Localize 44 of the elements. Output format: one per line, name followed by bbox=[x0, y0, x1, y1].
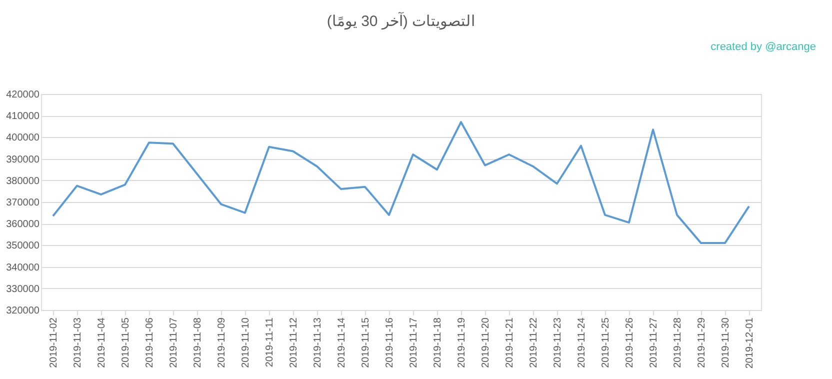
x-tick-label: 2019-11-24 bbox=[576, 317, 588, 368]
x-tick-label: 2019-11-18 bbox=[432, 317, 444, 368]
x-tick-label: 2019-11-23 bbox=[552, 317, 564, 368]
x-tick-label: 2019-11-27 bbox=[648, 317, 660, 368]
chart-title: التصويتات (آخر 30 يومًا) bbox=[326, 12, 476, 30]
x-tick-label: 2019-11-04 bbox=[96, 317, 108, 368]
x-tick-label: 2019-11-29 bbox=[696, 317, 708, 368]
x-tick-label: 2019-11-15 bbox=[360, 317, 372, 368]
x-tick-label: 2019-11-14 bbox=[336, 317, 348, 368]
x-tick-label: 2019-11-21 bbox=[504, 317, 516, 368]
y-tick-label: 340000 bbox=[6, 262, 40, 274]
y-tick-label: 330000 bbox=[6, 284, 40, 295]
y-tick-label: 420000 bbox=[6, 90, 40, 100]
y-tick-label: 410000 bbox=[6, 111, 40, 122]
x-tick-label: 2019-11-25 bbox=[600, 317, 612, 368]
x-tick-label: 2019-11-13 bbox=[312, 317, 324, 368]
x-tick-label: 2019-12-01 bbox=[744, 317, 756, 369]
y-tick-label: 350000 bbox=[6, 240, 40, 252]
x-tick-label: 2019-11-03 bbox=[72, 317, 84, 368]
x-tick-label: 2019-11-16 bbox=[384, 317, 396, 368]
x-tick-label: 2019-11-07 bbox=[168, 317, 180, 368]
x-tick-label: 2019-11-22 bbox=[528, 317, 540, 368]
x-tick-label: 2019-11-19 bbox=[456, 317, 468, 368]
x-tick-label: 2019-11-30 bbox=[720, 317, 732, 368]
x-tick-label: 2019-11-02 bbox=[48, 317, 60, 368]
y-tick-label: 360000 bbox=[6, 219, 40, 230]
y-tick-label: 320000 bbox=[6, 306, 40, 316]
text: created by @arcange bbox=[710, 41, 816, 53]
x-tick-label: 2019-11-11 bbox=[264, 317, 276, 368]
y-tick-label: 400000 bbox=[6, 132, 40, 144]
x-tick-label: 2019-11-26 bbox=[624, 317, 636, 368]
y-tick-label: 390000 bbox=[6, 154, 40, 166]
x-tick-label: 2019-11-10 bbox=[240, 317, 252, 368]
y-tick-label: 370000 bbox=[6, 198, 40, 208]
x-tick-label: 2019-11-09 bbox=[216, 317, 228, 368]
x-tick-label: 2019-11-20 bbox=[480, 317, 492, 368]
x-tick-label: 2019-11-08 bbox=[192, 317, 204, 368]
x-tick-label: 2019-11-05 bbox=[120, 317, 132, 368]
line-series bbox=[52, 121, 750, 244]
x-tick-label: 2019-11-12 bbox=[288, 317, 300, 368]
x-tick-label: 2019-11-17 bbox=[408, 317, 420, 368]
y-tick-label: 380000 bbox=[6, 176, 40, 187]
x-tick-label: 2019-11-06 bbox=[144, 317, 156, 368]
x-tick-label: 2019-11-28 bbox=[672, 317, 684, 368]
